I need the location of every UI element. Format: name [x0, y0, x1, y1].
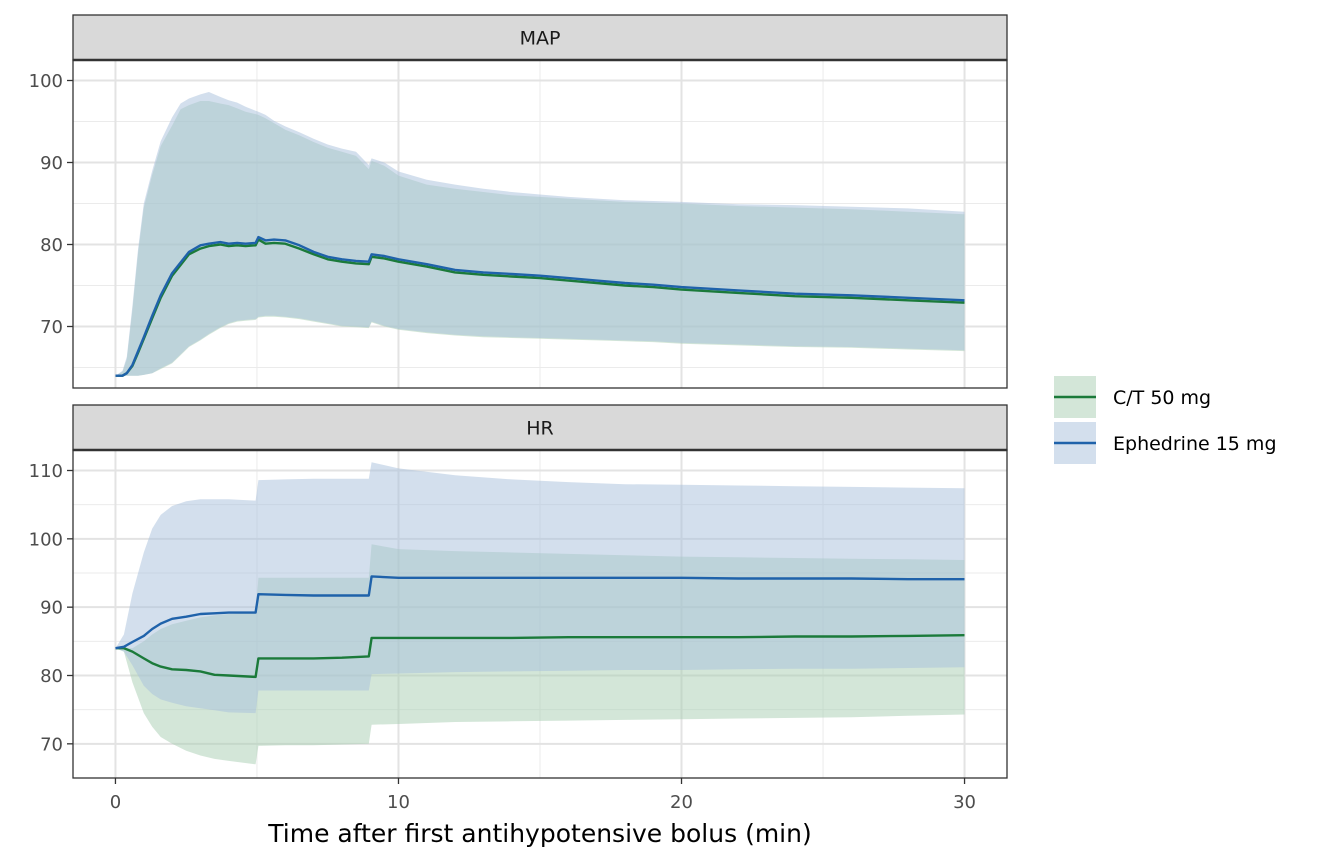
- y-tick-label: 100: [29, 71, 63, 92]
- legend-item: Ephedrine 15 mg: [1054, 422, 1277, 464]
- legend: C/T 50 mg Ephedrine 15 mg: [1054, 376, 1277, 464]
- legend-label: Ephedrine 15 mg: [1113, 433, 1277, 455]
- y-tick-label: 100: [29, 529, 63, 550]
- facet-strip-label: HR: [526, 418, 554, 440]
- y-tick-label: 80: [40, 666, 63, 687]
- ribbon-ephedrine-15mg: [115, 92, 965, 376]
- series-line-ephedrine-15mg: [115, 235, 965, 377]
- facet-strip-label: MAP: [520, 28, 561, 50]
- legend-label: C/T 50 mg: [1113, 387, 1211, 409]
- y-tick-label: 110: [29, 461, 63, 482]
- ribbon-ephedrine-15mg: [115, 462, 965, 714]
- y-tick-label: 70: [40, 317, 63, 338]
- panel-map: MAP 70 80 90 100: [29, 14, 1008, 389]
- series-line-ephedrine-15mg: [115, 575, 965, 650]
- legend-item: C/T 50 mg: [1054, 376, 1211, 418]
- y-tick-label: 90: [40, 153, 63, 174]
- y-tick-label: 70: [40, 734, 63, 755]
- x-tick-label: 10: [387, 792, 410, 813]
- facet-strip: [72, 404, 1008, 451]
- series-line-ct-50mg: [115, 634, 965, 679]
- facet-strip: [72, 14, 1008, 61]
- x-tick-label: 0: [110, 792, 121, 813]
- x-axis-title: Time after first antihypotensive bolus (…: [267, 819, 811, 848]
- panel-hr: HR 70 80 90 100 110 0 10 20 30: [29, 404, 1008, 813]
- y-tick-label: 80: [40, 235, 63, 256]
- x-tick-label: 20: [670, 792, 693, 813]
- x-tick-label: 30: [953, 792, 976, 813]
- y-tick-label: 90: [40, 598, 63, 619]
